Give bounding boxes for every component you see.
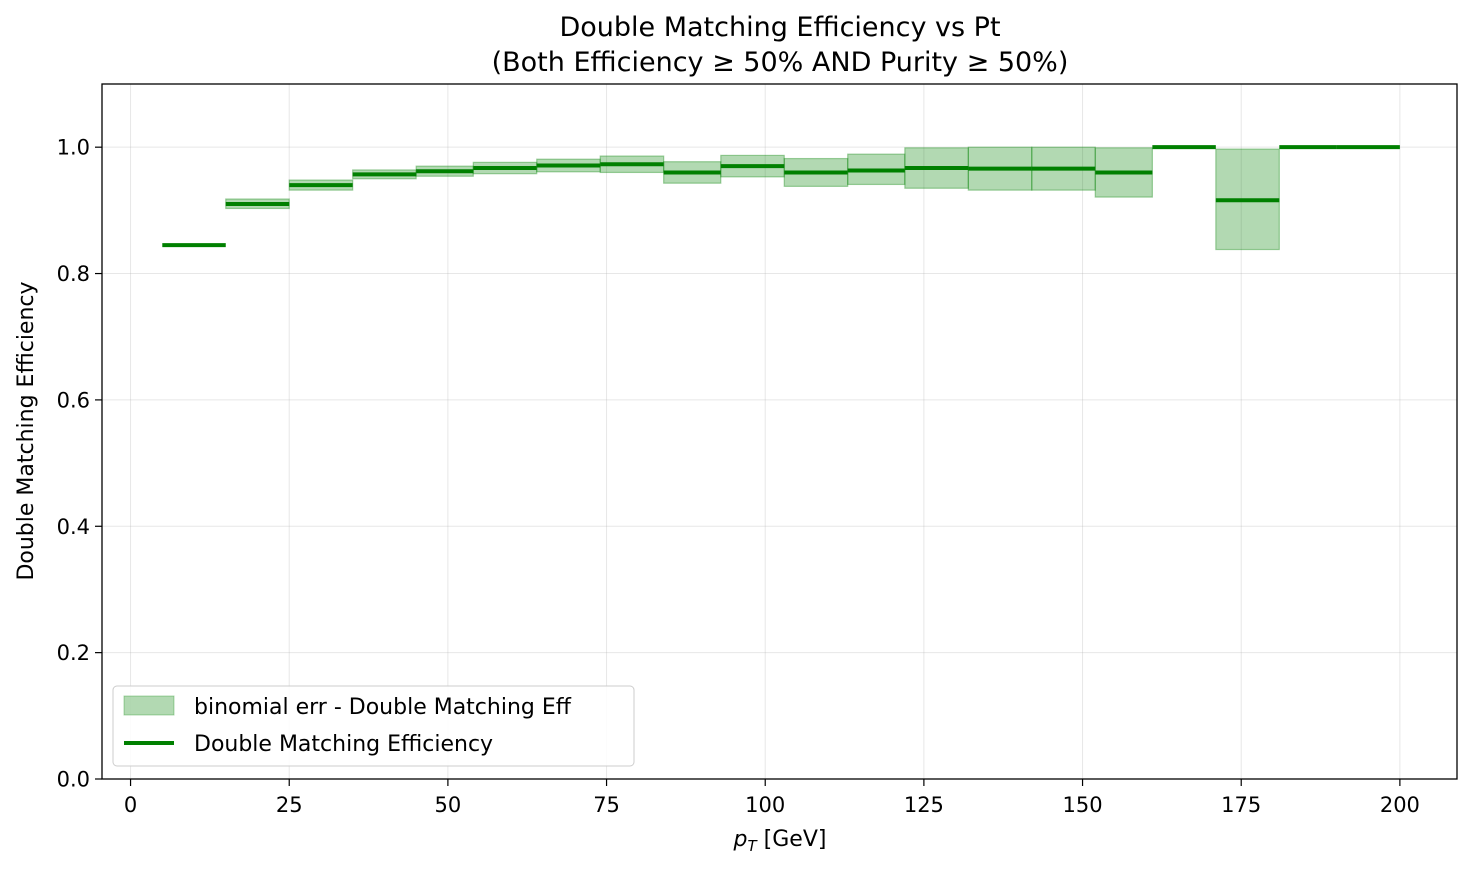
y-axis-ticks: 0.0 0.2 0.4 0.6 0.8 1.0 <box>57 136 102 792</box>
legend-band-label: binomial err - Double Matching Eff <box>194 695 572 720</box>
efficiency-steps <box>162 145 1400 248</box>
y-tick-label: 0.6 <box>57 388 90 412</box>
y-tick-label: 1.0 <box>57 136 90 160</box>
legend-band-swatch <box>123 695 175 716</box>
x-tick-label: 150 <box>1063 793 1103 817</box>
y-tick-label: 0.2 <box>57 641 90 665</box>
x-tick-label: 25 <box>276 793 303 817</box>
x-tick-label: 200 <box>1380 793 1420 817</box>
x-axis-label: pT [GeV] <box>733 827 827 855</box>
x-tick-label: 0 <box>124 793 137 817</box>
legend: binomial err - Double Matching Eff Doubl… <box>112 685 635 767</box>
x-tick-label: 125 <box>904 793 944 817</box>
chart-title: Double Matching Efficiency vs Pt <box>559 12 1000 43</box>
y-tick-label: 0.0 <box>57 768 90 792</box>
x-tick-label: 175 <box>1221 793 1261 817</box>
error-bands <box>225 146 1280 251</box>
legend-line-label: Double Matching Efficiency <box>194 732 493 757</box>
y-axis-label: Double Matching Efficiency <box>14 281 39 580</box>
legend-frame <box>112 685 635 767</box>
plot-frame <box>101 83 1458 780</box>
x-tick-label: 100 <box>745 793 785 817</box>
x-axis-ticks: 0 25 50 75 100 125 150 175 200 <box>124 779 1420 817</box>
x-tick-label: 75 <box>593 793 620 817</box>
y-tick-label: 0.8 <box>57 262 90 286</box>
x-tick-label: 50 <box>435 793 462 817</box>
chart-subtitle: (Both Efficiency ≥ 50% AND Purity ≥ 50%) <box>492 47 1069 78</box>
y-tick-label: 0.4 <box>57 515 90 539</box>
